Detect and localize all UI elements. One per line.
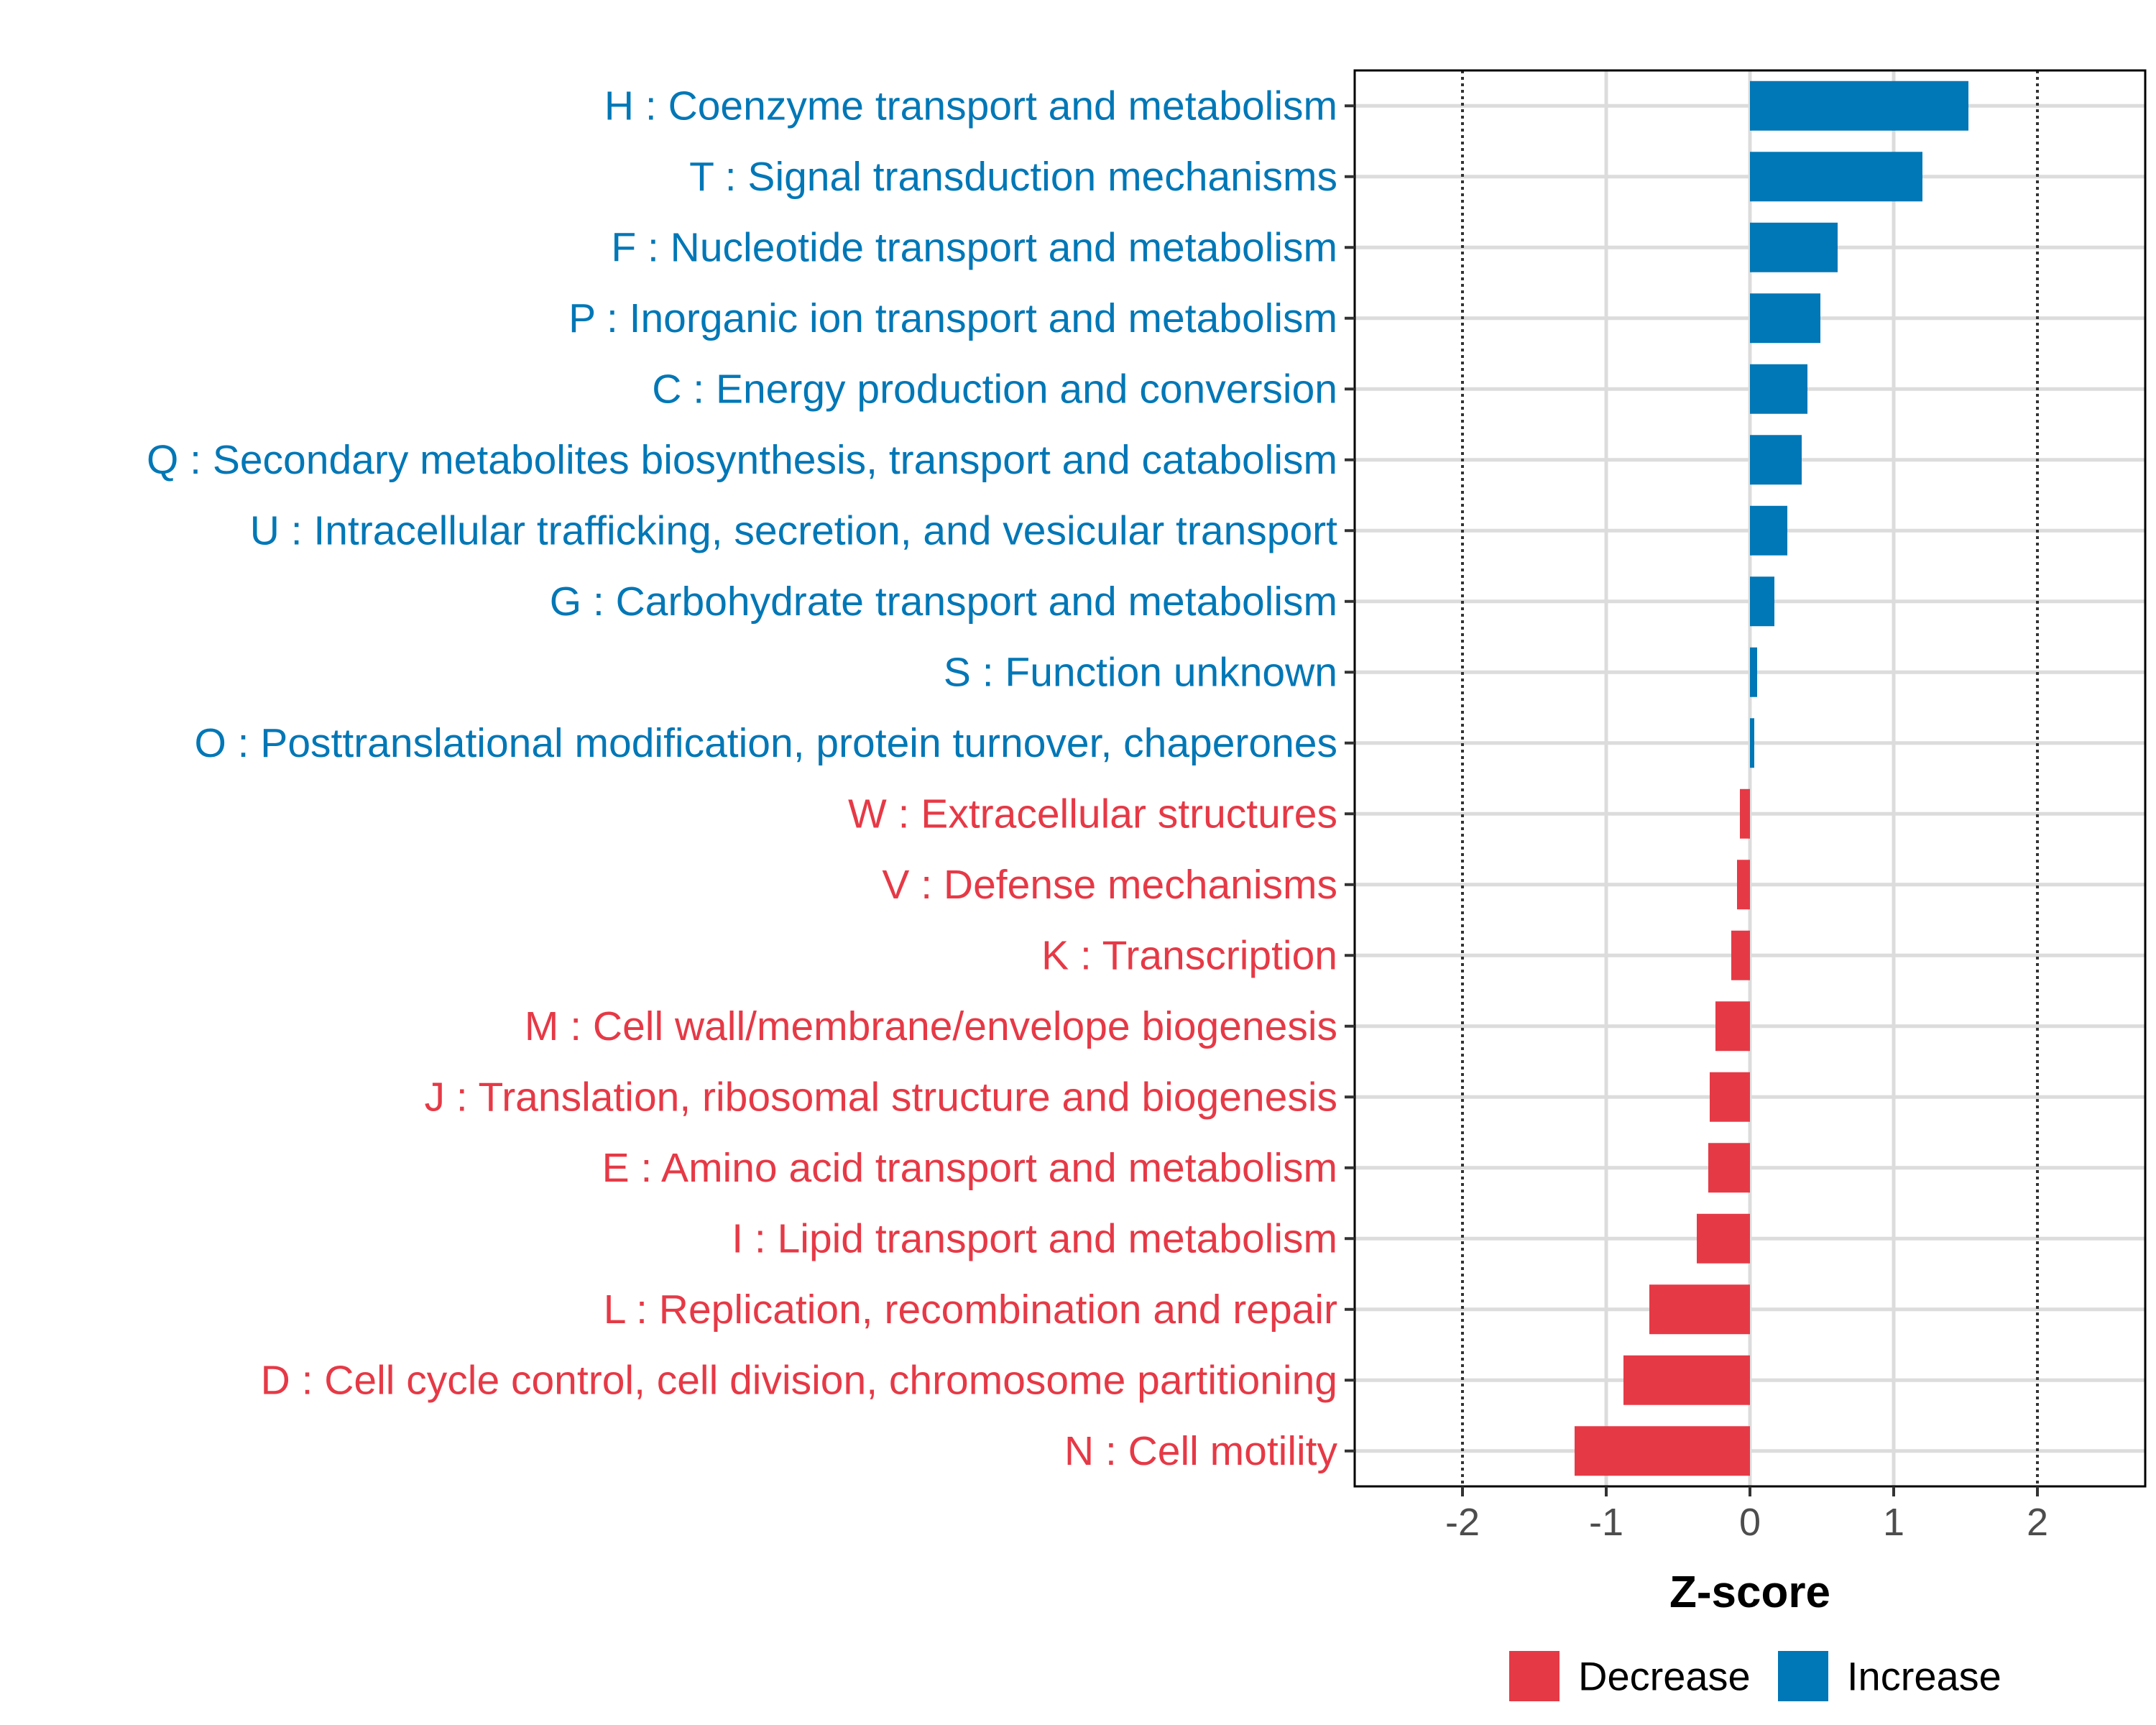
y-tick-label: E : Amino acid transport and metabolism xyxy=(602,1145,1337,1191)
x-tick-label: -1 xyxy=(1589,1501,1623,1544)
y-tick-label: S : Function unknown xyxy=(944,649,1337,695)
bar-decrease xyxy=(1575,1426,1750,1476)
y-tick-label: L : Replication, recombination and repai… xyxy=(604,1287,1337,1333)
bar-decrease xyxy=(1715,1001,1750,1052)
y-tick-label: N : Cell motility xyxy=(1064,1428,1338,1474)
bar-increase xyxy=(1750,152,1922,202)
legend-swatch-increase xyxy=(1778,1651,1828,1701)
x-tick-label: 2 xyxy=(2027,1501,2048,1544)
x-axis-ticks: -2 -1 0 1 2 xyxy=(1445,1486,2048,1544)
bar-decrease xyxy=(1710,1072,1750,1122)
x-axis-title: Z-score xyxy=(1669,1568,1830,1617)
y-tick-label: D : Cell cycle control, cell division, c… xyxy=(261,1357,1337,1403)
bar-decrease xyxy=(1740,788,1750,839)
y-tick-label: T : Signal transduction mechanisms xyxy=(689,154,1337,200)
y-tick-label: P : Inorganic ion transport and metaboli… xyxy=(568,295,1337,341)
y-tick-label: K : Transcription xyxy=(1041,932,1337,978)
y-tick-label: I : Lipid transport and metabolism xyxy=(732,1215,1337,1261)
bar-increase xyxy=(1750,505,1787,556)
bar-decrease xyxy=(1649,1284,1750,1335)
x-tick-label: 1 xyxy=(1883,1501,1904,1544)
bar-increase xyxy=(1750,222,1838,272)
y-tick-label: M : Cell wall/membrane/envelope biogenes… xyxy=(525,1003,1337,1049)
y-tick-label: C : Energy production and conversion xyxy=(652,366,1337,412)
bar-increase xyxy=(1750,718,1754,768)
bars xyxy=(1575,80,1968,1476)
y-tick-label: F : Nucleotide transport and metabolism xyxy=(611,224,1337,270)
bar-decrease xyxy=(1731,930,1750,980)
y-axis-labels: H : Coenzyme transport and metabolism T :… xyxy=(147,83,1338,1474)
bar-increase xyxy=(1750,293,1820,344)
y-tick-label: U : Intracellular trafficking, secretion… xyxy=(250,507,1337,553)
x-tick-label: 0 xyxy=(1739,1501,1761,1544)
bar-decrease xyxy=(1697,1213,1750,1264)
y-axis-ticks xyxy=(1345,104,1355,1453)
bar-decrease xyxy=(1737,860,1750,910)
y-tick-label: W : Extracellular structures xyxy=(848,791,1337,837)
legend-label-increase: Increase xyxy=(1847,1654,2001,1699)
y-tick-label: Q : Secondary metabolites biosynthesis, … xyxy=(147,437,1337,483)
bar-decrease xyxy=(1623,1355,1750,1405)
x-tick-label: -2 xyxy=(1445,1501,1480,1544)
bar-increase xyxy=(1750,364,1807,414)
bar-increase xyxy=(1750,647,1757,697)
bar-increase xyxy=(1750,80,1968,131)
y-tick-label: G : Carbohydrate transport and metabolis… xyxy=(550,579,1337,625)
legend-swatch-decrease xyxy=(1509,1651,1560,1701)
reference-lines xyxy=(1461,70,2039,1486)
bar-increase xyxy=(1750,576,1774,627)
legend-label-decrease: Decrease xyxy=(1578,1654,1751,1699)
y-tick-label: H : Coenzyme transport and metabolism xyxy=(604,83,1337,129)
y-tick-label: V : Defense mechanisms xyxy=(882,862,1337,908)
y-tick-label: O : Posttranslational modification, prot… xyxy=(194,720,1337,766)
y-tick-label: J : Translation, ribosomal structure and… xyxy=(425,1074,1337,1120)
bar-decrease xyxy=(1708,1143,1750,1193)
legend: Decrease Increase xyxy=(1509,1651,2001,1701)
bar-increase xyxy=(1750,435,1802,485)
